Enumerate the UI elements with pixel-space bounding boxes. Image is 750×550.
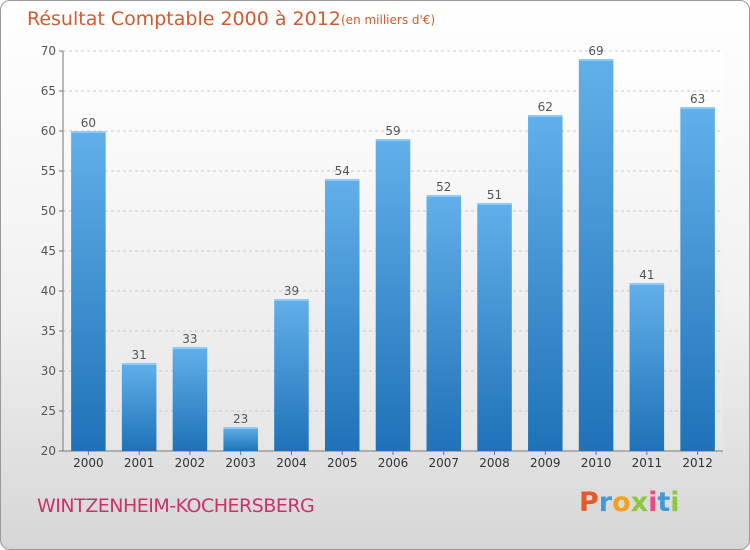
chart-subtitle: (en milliers d'€) — [341, 13, 436, 27]
x-tick-label: 2006 — [378, 456, 409, 470]
value-label: 63 — [690, 92, 705, 106]
bar-highlight — [121, 363, 157, 365]
value-label: 59 — [385, 124, 400, 138]
bar — [223, 427, 258, 451]
y-tick-label: 65 — [41, 84, 56, 98]
y-tick-label: 70 — [41, 44, 56, 58]
bar — [274, 299, 309, 451]
bar — [375, 139, 411, 451]
x-tick-label: 2011 — [632, 456, 663, 470]
bar — [578, 59, 614, 451]
bar — [477, 203, 512, 451]
bar — [71, 131, 106, 451]
value-label: 41 — [639, 268, 654, 282]
x-tick-label: 2003 — [225, 456, 256, 470]
y-tick-label: 40 — [41, 284, 56, 298]
bar-highlight — [477, 203, 512, 205]
bar — [528, 115, 563, 451]
bar-highlight — [71, 131, 106, 133]
value-label: 52 — [436, 180, 451, 194]
bar — [324, 179, 360, 451]
bar — [629, 283, 665, 451]
x-tick-label: 2004 — [276, 456, 307, 470]
value-label: 51 — [487, 188, 502, 202]
bar — [680, 107, 715, 451]
bar-highlight — [375, 139, 411, 141]
chart-title: Résultat Comptable 2000 à 2012 — [27, 8, 341, 30]
commune-name: WINTZENHEIM-KOCHERSBERG — [37, 495, 315, 517]
x-tick-label: 2001 — [124, 456, 155, 470]
value-label: 62 — [538, 100, 553, 114]
y-tick-label: 55 — [41, 164, 56, 178]
value-label: 60 — [81, 116, 96, 130]
x-tick-label: 2002 — [175, 456, 206, 470]
value-label: 54 — [335, 164, 350, 178]
brand-letter: i — [648, 487, 658, 518]
bar — [426, 195, 462, 451]
x-tick-label: 2012 — [682, 456, 713, 470]
bar-highlight — [223, 427, 258, 429]
bar-highlight — [274, 299, 309, 301]
x-tick-label: 2005 — [327, 456, 358, 470]
brand-letter: r — [598, 487, 613, 518]
bar-highlight — [172, 347, 208, 349]
brand-letter: P — [579, 487, 599, 518]
y-tick-label: 35 — [41, 324, 56, 338]
x-tick-label: 2008 — [479, 456, 510, 470]
value-label: 33 — [182, 332, 197, 346]
bar-highlight — [324, 179, 360, 181]
bar-highlight — [578, 59, 614, 61]
bar-highlight — [528, 115, 563, 117]
x-tick-label: 2000 — [73, 456, 104, 470]
y-tick-label: 45 — [41, 244, 56, 258]
y-tick-label: 20 — [41, 444, 56, 458]
y-tick-label: 25 — [41, 404, 56, 418]
brand-letter: i — [670, 487, 680, 518]
value-label: 69 — [588, 44, 603, 58]
x-tick-label: 2009 — [530, 456, 561, 470]
brand-letter: t — [657, 487, 671, 518]
value-label: 23 — [233, 412, 248, 426]
brand-letter: o — [612, 487, 631, 518]
bar — [172, 347, 208, 451]
x-tick-label: 2010 — [581, 456, 612, 470]
y-tick-label: 50 — [41, 204, 56, 218]
value-label: 31 — [132, 348, 147, 362]
bar-highlight — [680, 107, 715, 109]
proxiti-logo: Proxiti — [579, 487, 680, 518]
brand-letter: x — [630, 487, 649, 518]
bar-highlight — [629, 283, 665, 285]
x-tick-label: 2007 — [428, 456, 459, 470]
y-tick-label: 30 — [41, 364, 56, 378]
y-tick-label: 60 — [41, 124, 56, 138]
bar — [121, 363, 157, 451]
bar-highlight — [426, 195, 462, 197]
value-label: 39 — [284, 284, 299, 298]
